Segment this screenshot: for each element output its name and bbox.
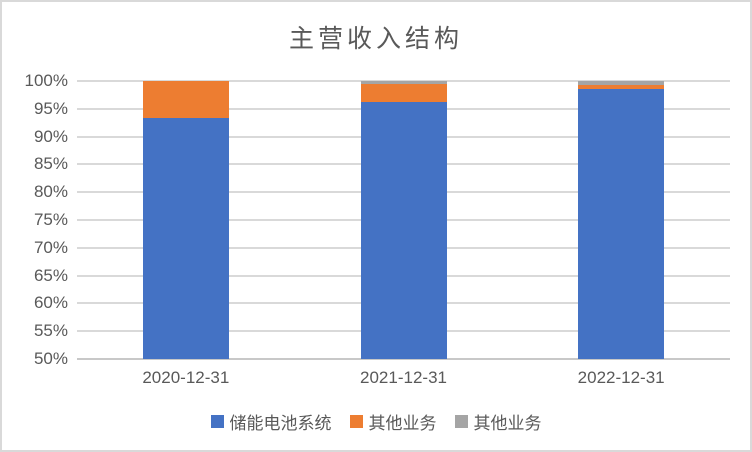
y-tick-label: 95%: [33, 98, 68, 118]
bar-segment-其他业务: [360, 84, 447, 103]
gridline: [77, 80, 730, 82]
y-tick-label: 70%: [33, 237, 68, 257]
y-tick-label: 75%: [33, 210, 68, 229]
y-tick-label: 65%: [33, 265, 68, 285]
plot-area: [77, 80, 730, 360]
y-tick-label: 55%: [33, 321, 68, 341]
x-axis: 2020-12-31 2021-12-31 2022-12-31: [77, 368, 730, 392]
legend-item: 其他业务: [454, 409, 542, 434]
legend-item: 储能电池系统: [210, 409, 332, 434]
y-axis: 100% 95% 90% 85% 80% 75% 70% 65% 60% 55% 50%: [2, 71, 68, 368]
stacked-bar-2021-12-31: [360, 81, 447, 359]
legend-label: 其他业务: [473, 414, 542, 433]
bar-segment-储能电池系统: [360, 102, 447, 359]
stacked-bar-2020-12-31: [142, 81, 229, 359]
chart-title: 主营收入结构: [288, 25, 463, 53]
bar-segment-其他业务: [578, 84, 665, 90]
y-tick-label: 90%: [33, 126, 68, 146]
y-tick-label: 80%: [33, 182, 68, 202]
x-tick-label: 2022-12-31: [577, 368, 665, 387]
x-tick-label: 2021-12-31: [360, 368, 447, 387]
bar-segment-其他业务: [142, 81, 229, 119]
legend-item: 其他业务: [349, 409, 437, 434]
legend-label: 其他业务: [368, 414, 437, 433]
y-tick-label: 50%: [33, 349, 68, 368]
x-axis-line: [77, 358, 730, 360]
y-tick-label: 60%: [33, 293, 68, 313]
legend-swatch-icon: [210, 415, 224, 428]
legend-label: 储能电池系统: [229, 414, 332, 433]
y-tick-label: 85%: [33, 154, 68, 174]
bar-segment-其他业务: [360, 81, 447, 85]
bar-segment-储能电池系统: [142, 118, 229, 359]
y-tick-label: 100%: [24, 71, 68, 90]
legend: 储能电池系统 其他业务 其他业务: [2, 409, 750, 434]
bar-segment-其他业务: [578, 81, 665, 85]
bar-segment-储能电池系统: [578, 89, 665, 359]
legend-swatch-icon: [454, 415, 468, 428]
x-tick-label: 2020-12-31: [142, 368, 230, 387]
legend-swatch-icon: [349, 415, 363, 428]
stacked-bar-2022-12-31: [578, 81, 665, 359]
